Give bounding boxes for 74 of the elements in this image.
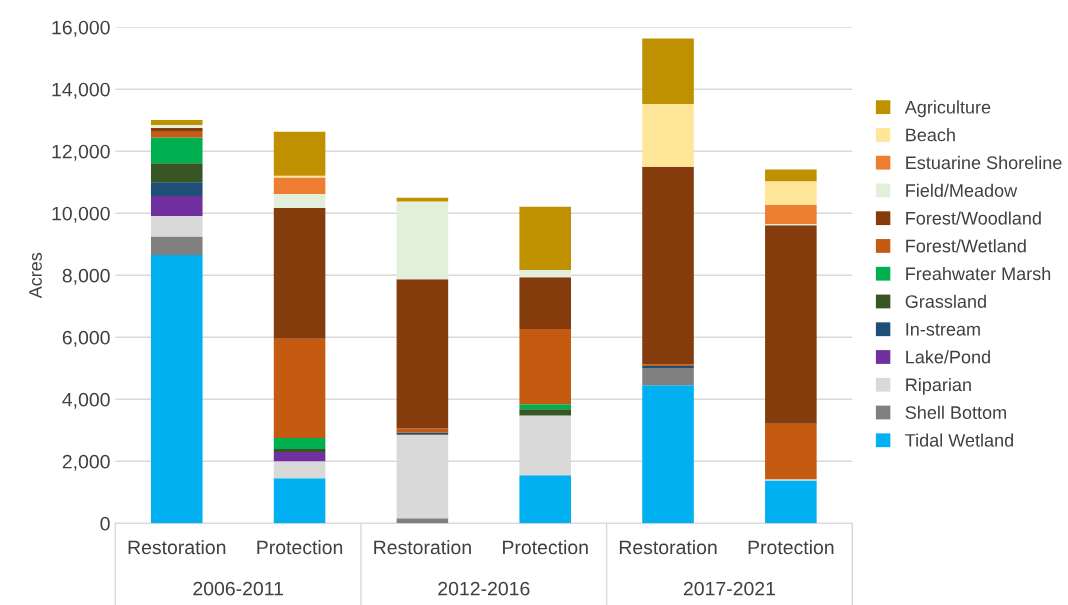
x-tick-label: Restoration — [374, 539, 471, 555]
legend-label: In-stream — [906, 323, 980, 336]
bar — [150, 216, 203, 237]
bar — [642, 385, 694, 524]
legend-label: Estuarine Shoreline — [906, 155, 1062, 170]
legend-label: Forest/Woodland — [906, 211, 1041, 225]
bar — [273, 131, 326, 176]
y-tick-label: 16,000 — [52, 20, 110, 37]
x-tick-label: Protection — [257, 539, 343, 555]
text: 2012-2016 — [438, 581, 530, 596]
bar — [396, 428, 449, 433]
bar — [150, 137, 203, 164]
y-tick-label: 2,000 — [62, 454, 110, 471]
y-tick-label: 12,000 — [52, 144, 110, 161]
bar — [150, 124, 203, 128]
bar — [765, 169, 817, 182]
bar — [396, 279, 449, 429]
bar — [396, 518, 449, 524]
bar — [150, 182, 203, 196]
bar — [765, 480, 817, 524]
bar — [150, 236, 203, 256]
bar — [150, 119, 203, 125]
bar — [396, 201, 449, 280]
bar — [519, 270, 572, 278]
bar — [765, 204, 817, 225]
legend-label: Forest/Wetland — [906, 239, 1026, 253]
text: 2017-2021 — [683, 581, 775, 596]
legend-label: Shell Bottom — [905, 405, 1006, 419]
bar — [519, 475, 572, 524]
bar — [150, 255, 203, 524]
bar — [273, 194, 326, 208]
bar — [273, 448, 326, 453]
bar — [273, 452, 326, 462]
bar — [642, 104, 694, 167]
text: 2006-2011 — [193, 581, 283, 596]
y-tick-label: 14,000 — [52, 82, 110, 99]
bar — [150, 131, 203, 138]
legend-label: Freahwater Marsh — [906, 266, 1051, 281]
bar — [150, 128, 203, 132]
legend-label: Riparian — [906, 377, 971, 395]
legend-label: Lake/Pond — [906, 350, 990, 364]
legend-label: Agriculture — [904, 100, 991, 118]
legend-label: Field/Meadow — [906, 183, 1018, 197]
bar — [273, 338, 326, 439]
bar — [273, 177, 326, 195]
legend-label: Beach — [906, 128, 955, 142]
x-tick-label: Restoration — [128, 539, 226, 555]
bar — [519, 404, 572, 410]
bar — [273, 478, 326, 524]
legend-label: Grassland — [905, 294, 986, 308]
bar — [519, 206, 572, 270]
bar — [642, 166, 694, 365]
bar — [150, 195, 203, 217]
y-tick-label: 4,000 — [62, 392, 110, 409]
bar — [765, 225, 817, 424]
bar — [519, 328, 572, 405]
x-tick-label: Restoration — [619, 539, 717, 555]
bar — [273, 438, 326, 449]
bar — [150, 163, 203, 183]
y-tick-label: 8,000 — [62, 268, 110, 285]
bar — [273, 207, 326, 339]
y-tick-label: 0 — [100, 516, 110, 531]
bar — [519, 409, 572, 416]
bar — [642, 367, 694, 386]
x-tick-label: Protection — [748, 539, 834, 555]
bar — [765, 423, 817, 480]
legend-label: Tidal Wetland — [905, 433, 1013, 447]
y-tick-label: 6,000 — [62, 330, 110, 347]
bar — [765, 181, 817, 205]
y-tick-label: 10,000 — [52, 206, 110, 223]
bar — [642, 38, 694, 105]
y-axis-title: Acres — [29, 252, 42, 299]
bar — [519, 277, 572, 329]
x-tick-label: Protection — [503, 539, 588, 555]
